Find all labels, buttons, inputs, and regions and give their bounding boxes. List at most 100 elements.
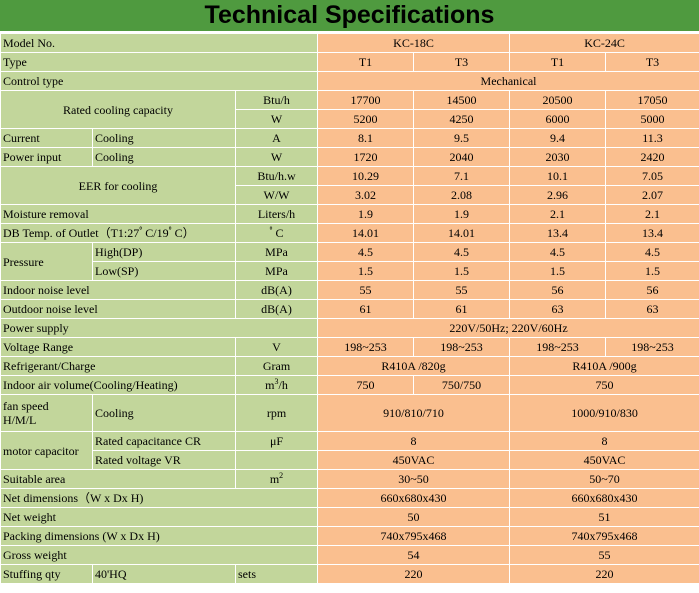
cell: 750: [509, 375, 699, 395]
cell: 750: [317, 375, 414, 395]
cell: 2040: [412, 147, 511, 167]
row-label: Net weight: [0, 507, 318, 527]
cell: 450VAC: [316, 450, 511, 470]
row-label: Gross weight: [0, 545, 318, 565]
table-row: Outdoor noise level dB(A) 61 61 63 63: [0, 299, 699, 319]
cell: 55: [317, 280, 414, 300]
table-row: W/W 3.02 2.08 2.96 2.07: [1, 185, 699, 205]
cell: 56: [509, 280, 607, 300]
row-label: Packing dimensions (W x Dx H): [0, 526, 318, 546]
cell: T1: [317, 52, 414, 72]
cell: 8.1: [317, 128, 414, 148]
cell: 63: [605, 299, 699, 319]
cell: 1.5: [605, 261, 699, 281]
cell: 13.4: [605, 223, 699, 243]
table-row: Stuffing qty 40'HQ sets 220 220: [0, 564, 699, 584]
row-label: Current: [0, 128, 93, 148]
row-label: Control type: [0, 71, 318, 91]
cell: 50: [316, 507, 511, 527]
cell: 54: [316, 545, 511, 565]
table-row: Type T1 T3 T1 T3: [0, 52, 699, 72]
cell: 2.1: [509, 204, 607, 224]
unit: Gram: [235, 356, 318, 376]
cell: 5200: [317, 109, 414, 129]
row-label: motor capacitor: [0, 431, 93, 470]
cell: 4.5: [509, 242, 607, 262]
row-sublabel: Rated capacitance CR: [92, 431, 236, 451]
table-row: Pressure High(DP) MPa 4.5 4.5 4.5 4.5: [0, 242, 699, 281]
unit: m3/h: [235, 375, 318, 395]
table-row: Rated voltage VR 450VAC 450VAC: [1, 450, 699, 470]
cell: 220: [509, 564, 699, 584]
cell: T1: [509, 52, 607, 72]
cell: 14500: [412, 90, 511, 110]
unit: MPa: [235, 261, 318, 281]
unit: μF: [235, 431, 318, 451]
row-label: DB Temp. of Outlet（T1:27ﾟC/19ﾟC）: [0, 223, 236, 243]
cell: 51: [509, 507, 699, 527]
unit: Btu/h.w: [235, 166, 318, 186]
cell: 5000: [605, 109, 699, 129]
unit: sets: [235, 564, 318, 584]
row-label: Power supply: [0, 318, 318, 338]
row-label: Type: [0, 52, 318, 72]
unit: dB(A): [235, 280, 318, 300]
cell: 3.02: [317, 185, 414, 205]
table-row: Indoor air volume(Cooling/Heating) m3/h …: [0, 375, 699, 395]
cell: 740x795x468: [316, 526, 511, 546]
cell: 7.1: [412, 166, 511, 186]
row-label: Indoor noise level: [0, 280, 236, 300]
cell: 4250: [412, 109, 511, 129]
table-row: motor capacitor Rated capacitance CR μF …: [0, 431, 699, 470]
unit: MPa: [235, 242, 318, 262]
unit: Liters/h: [235, 204, 318, 224]
unit: m2: [235, 469, 318, 489]
cell: 2.1: [605, 204, 699, 224]
row-label: Voltage Range: [0, 337, 236, 357]
cell: 2030: [509, 147, 607, 167]
cell: 50~70: [509, 469, 699, 489]
cell: 55: [412, 280, 511, 300]
row-label: Outdoor noise level: [0, 299, 236, 319]
unit-exponent: 2: [279, 471, 284, 480]
row-sublabel: Cooling: [92, 394, 236, 432]
row-label: Stuffing qty: [0, 564, 93, 584]
cell: 198~253: [509, 337, 607, 357]
unit-base: m: [265, 378, 275, 392]
cell: 198~253: [412, 337, 511, 357]
row-label: Model No.: [0, 33, 318, 53]
table-row: fan speed H/M/L Cooling rpm 910/810/710 1…: [0, 394, 699, 432]
cell: R410A /820g: [316, 356, 511, 376]
unit-tail: /h: [278, 378, 288, 392]
row-sublabel: 40'HQ: [92, 564, 236, 584]
unit: W: [235, 109, 318, 129]
cell: 1720: [317, 147, 414, 167]
cell: 660x680x430: [316, 488, 511, 508]
row-sublabel: Cooling: [92, 147, 236, 167]
cell: 4.5: [412, 242, 511, 262]
row-label: Power input: [0, 147, 93, 167]
cell: 8: [316, 431, 511, 451]
row-sublabel: Low(SP): [92, 261, 236, 281]
page-title: Technical Specifications: [0, 0, 699, 33]
spec-table: Model No. KC-18C KC-24C Type T1 T3 T1 T3…: [0, 33, 699, 584]
unit: A: [235, 128, 318, 148]
cell: 7.05: [605, 166, 699, 186]
table-row: Indoor noise level dB(A) 55 55 56 56: [0, 280, 699, 300]
cell: 220: [316, 564, 511, 584]
cell: 450VAC: [509, 450, 699, 470]
cell: R410A /900g: [509, 356, 699, 376]
cell: 2.96: [509, 185, 607, 205]
row-label: Indoor air volume(Cooling/Heating): [0, 375, 236, 395]
cell: 4.5: [317, 242, 414, 262]
cell: 750/750: [412, 375, 511, 395]
model-kc24c: KC-24C: [509, 33, 699, 53]
cell: 2.08: [412, 185, 511, 205]
cell: 9.5: [412, 128, 511, 148]
cell: 910/810/710: [316, 394, 511, 432]
cell: T3: [605, 52, 699, 72]
cell: 1.5: [317, 261, 414, 281]
table-row: Refrigerant/Charge Gram R410A /820g R410…: [0, 356, 699, 376]
table-row: Gross weight 54 55: [0, 545, 699, 565]
row-sublabel: Cooling: [92, 128, 236, 148]
